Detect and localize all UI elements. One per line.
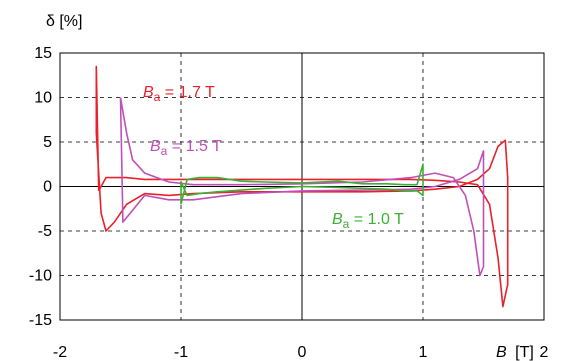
series-group: [95, 65, 509, 308]
series-label-3: Ba = 1.0 T: [332, 211, 404, 231]
series-line-1: [95, 65, 509, 308]
x-tick-label: 0: [298, 344, 307, 361]
y-tick-label: -5: [38, 223, 52, 240]
x-tick-label: -1: [174, 344, 188, 361]
y-axis-label: δ [%]: [46, 13, 82, 30]
series-label-1: Ba = 1.7 T: [143, 84, 215, 104]
x-tick-label: 2: [540, 344, 549, 361]
y-tick-label: -15: [29, 312, 52, 329]
x-axis-label-unit: [T]: [515, 344, 534, 361]
x-axis-label-var: B: [496, 344, 507, 361]
y-tick-label: 10: [34, 90, 52, 107]
series-label-2: Ba = 1.5 T: [150, 138, 222, 158]
series-line-2: [119, 97, 485, 277]
y-tick-label: 5: [43, 134, 52, 151]
series-line-3: [180, 163, 424, 205]
x-axis-label: B [T]: [496, 344, 534, 361]
x-tick-label: 1: [419, 344, 428, 361]
y-tick-label: 0: [43, 179, 52, 196]
y-tick-label: -10: [29, 268, 52, 285]
x-tick-label: -2: [53, 344, 67, 361]
series-labels: Ba = 1.7 T Ba = 1.5 T Ba = 1.0 T: [143, 84, 404, 231]
y-tick-label: 15: [34, 45, 52, 62]
